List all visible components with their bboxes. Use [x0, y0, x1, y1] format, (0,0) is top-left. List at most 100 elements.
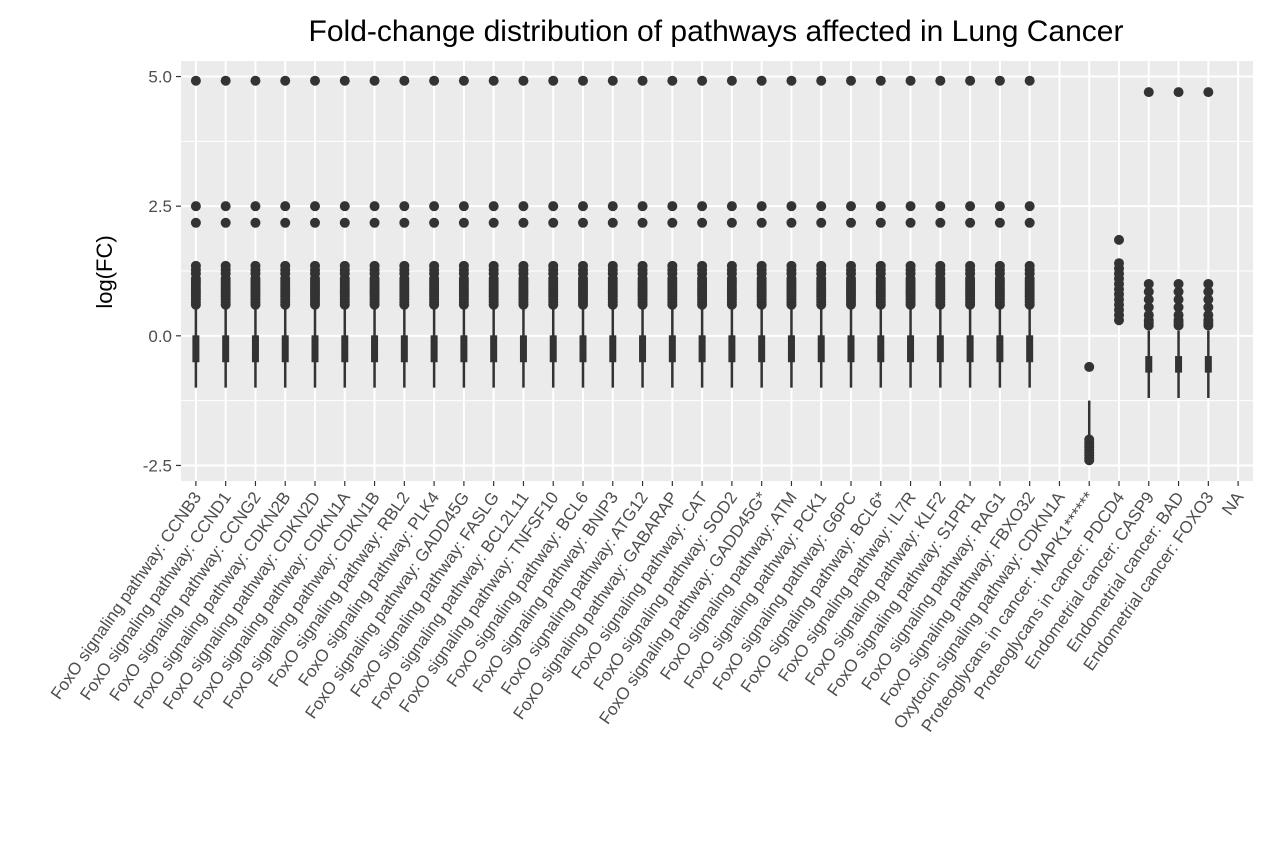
outlier-point: [637, 75, 648, 86]
outlier-point: [280, 260, 291, 271]
outlier-point: [935, 260, 946, 271]
x-tick-label: NA: [1218, 488, 1247, 519]
outlier-point: [786, 260, 797, 271]
box: [877, 335, 885, 363]
outlier-point: [1024, 75, 1035, 86]
outlier-point: [1143, 310, 1154, 321]
outlier-point: [637, 260, 648, 271]
box: [341, 335, 349, 363]
outlier-point: [935, 217, 946, 228]
box: [400, 335, 408, 363]
outlier-point: [667, 217, 678, 228]
outlier-point: [846, 260, 856, 271]
y-tick-label: 0.0: [148, 327, 172, 346]
outlier-point: [458, 260, 469, 271]
chart-title: Fold-change distribution of pathways aff…: [309, 15, 1124, 48]
outlier-point: [399, 75, 410, 86]
box: [281, 335, 289, 363]
outlier-point: [875, 201, 886, 212]
outlier-point: [339, 201, 350, 212]
boxes: [192, 260, 1212, 463]
outlier-point: [726, 260, 737, 271]
outlier-point: [816, 75, 827, 86]
outlier-point: [458, 201, 469, 212]
box: [519, 335, 527, 363]
outlier-point: [846, 75, 856, 86]
outlier-point: [280, 201, 291, 212]
outlier-point: [190, 75, 201, 86]
outlier-point: [429, 260, 440, 271]
outlier-point: [250, 217, 261, 228]
outlier-point: [965, 217, 976, 228]
outlier-point: [994, 75, 1005, 86]
box: [1026, 335, 1034, 363]
outlier-point: [905, 217, 916, 228]
outlier-point: [429, 201, 440, 212]
outlier-point: [905, 75, 916, 86]
outlier-point: [1203, 278, 1214, 289]
y-tick-label: -2.5: [143, 456, 172, 475]
box: [579, 335, 587, 363]
outlier-point: [339, 75, 350, 86]
outlier-point: [697, 201, 708, 212]
y-tick-label: 2.5: [148, 197, 172, 216]
outlier-point: [905, 260, 916, 271]
outlier-point: [399, 201, 410, 212]
outlier-point: [726, 201, 737, 212]
outlier-point: [548, 260, 559, 271]
outlier-point: [994, 260, 1005, 271]
box: [311, 335, 319, 363]
outlier-point: [369, 260, 380, 271]
outlier-point: [965, 201, 976, 212]
outlier-point: [429, 75, 440, 86]
box: [371, 335, 379, 363]
outlier-point: [310, 75, 320, 86]
outlier-point: [1143, 286, 1154, 297]
outlier-point: [1143, 278, 1154, 289]
outlier-point: [1024, 217, 1035, 228]
outlier-point: [667, 260, 678, 271]
outlier-point: [1203, 294, 1214, 305]
box: [728, 335, 736, 363]
outlier-point: [697, 75, 708, 86]
outlier-point: [1173, 278, 1184, 289]
outlier-point: [846, 217, 856, 228]
outlier-point: [399, 260, 410, 271]
outlier-point: [578, 201, 588, 212]
outlier-points: [190, 75, 1214, 466]
outlier-point: [816, 201, 827, 212]
outlier-point: [250, 75, 261, 86]
box: [490, 335, 498, 363]
outlier-point: [875, 75, 886, 86]
outlier-point: [1114, 258, 1124, 269]
outlier-point: [1173, 310, 1184, 321]
outlier-point: [875, 260, 886, 271]
outlier-point: [1084, 361, 1095, 372]
outlier-point: [607, 75, 618, 86]
outlier-point: [726, 75, 737, 86]
outlier-point: [429, 217, 440, 228]
outlier-point: [488, 75, 499, 86]
outlier-point: [280, 75, 291, 86]
box: [430, 335, 438, 363]
outlier-point: [518, 75, 529, 86]
box: [936, 335, 944, 363]
outlier-point: [1203, 87, 1214, 98]
outlier-point: [458, 75, 469, 86]
outlier-point: [220, 260, 231, 271]
outlier-point: [756, 201, 767, 212]
outlier-point: [1173, 302, 1184, 313]
outlier-point: [637, 217, 648, 228]
outlier-point: [1143, 294, 1154, 305]
outlier-point: [1203, 302, 1214, 313]
outlier-point: [310, 201, 320, 212]
outlier-point: [1024, 201, 1035, 212]
box: [847, 335, 855, 363]
outlier-point: [965, 260, 976, 271]
outlier-point: [1173, 294, 1184, 305]
box: [609, 335, 617, 363]
outlier-point: [578, 75, 588, 86]
y-axis-ticks: -2.5 0.0 2.5 5.0: [143, 68, 181, 475]
box: [668, 335, 676, 363]
